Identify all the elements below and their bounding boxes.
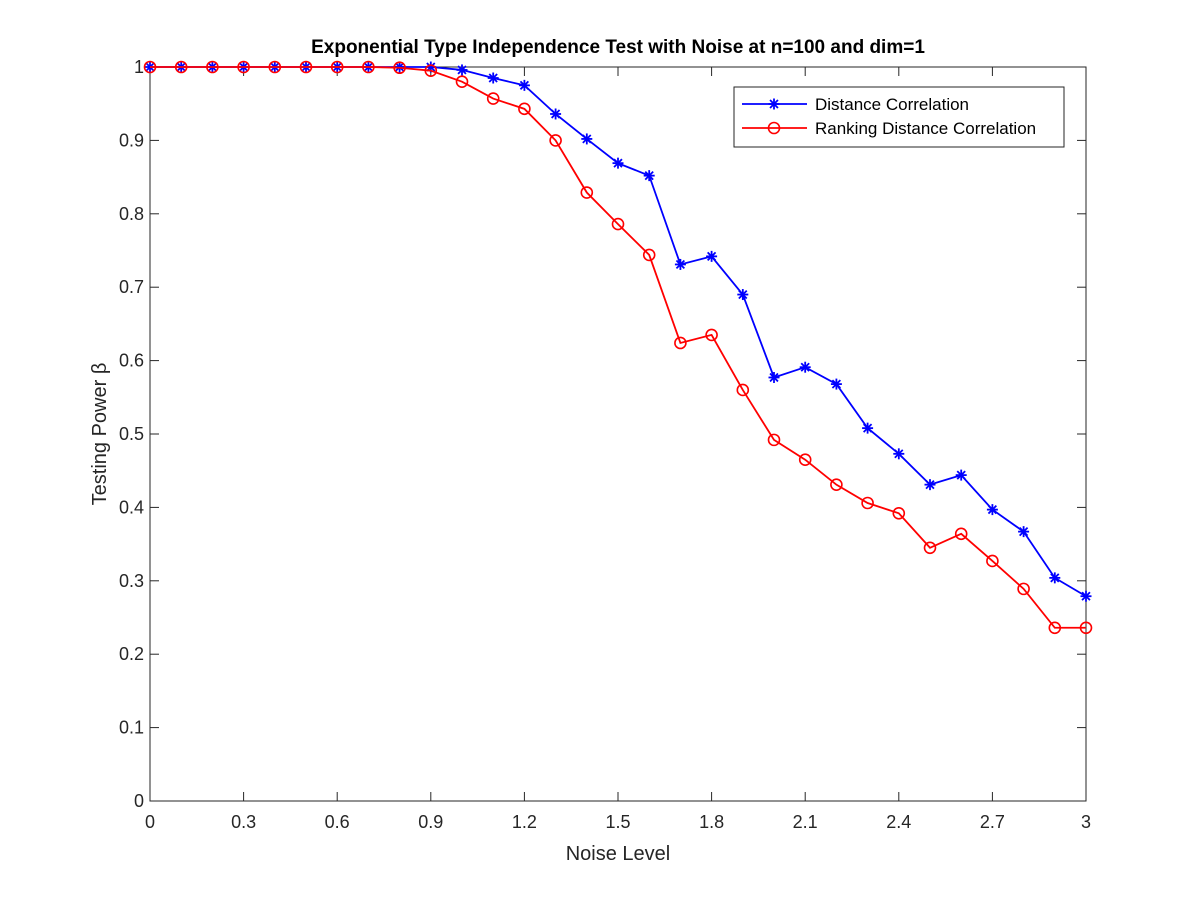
y-axis-ticks: 0 0.1 0.2 0.3 0.4 0.5 0.6 0.7 0.8 0.9 1 — [119, 57, 1086, 811]
y-tick-label: 0.2 — [119, 644, 144, 664]
data-point — [892, 506, 906, 520]
data-point — [393, 61, 406, 75]
series-2 — [143, 60, 1093, 635]
x-axis-title: Noise Level — [566, 843, 671, 865]
data-point — [799, 361, 811, 373]
data-point — [923, 541, 937, 555]
data-point — [986, 504, 998, 516]
x-tick-label: 0.9 — [418, 812, 443, 832]
y-tick-label: 0.1 — [119, 718, 144, 738]
data-point — [174, 60, 188, 74]
data-point — [706, 250, 718, 262]
data-point — [1079, 621, 1093, 635]
y-tick-label: 0.9 — [119, 130, 144, 150]
data-point — [143, 60, 157, 74]
data-point — [549, 134, 562, 147]
legend-entries: Distance Correlation Ranking Distance Cor… — [742, 95, 1036, 138]
legend: Distance Correlation Ranking Distance Cor… — [733, 86, 1065, 148]
y-tick-label: 1 — [134, 57, 144, 77]
data-point — [1017, 582, 1030, 596]
chart-title: Exponential Type Independence Test with … — [311, 37, 925, 58]
data-point — [518, 79, 530, 91]
data-point — [206, 60, 219, 74]
y-axis-title: Testing Power β — [89, 363, 111, 506]
data-point — [954, 527, 968, 541]
x-tick-label: 1.5 — [605, 812, 630, 832]
data-point — [674, 336, 687, 350]
data-point — [612, 157, 624, 169]
legend-marker — [767, 121, 781, 135]
plot-area — [149, 66, 1087, 802]
data-point — [456, 64, 468, 76]
data-point — [767, 433, 781, 447]
y-tick-label: 0.3 — [119, 571, 144, 591]
series-line — [150, 66, 1086, 629]
data-point — [1080, 590, 1092, 602]
data-point — [268, 60, 282, 74]
data-point — [580, 186, 594, 199]
data-point — [893, 448, 905, 460]
y-tick-label: 0.6 — [119, 351, 144, 371]
data-point — [830, 478, 843, 491]
data-point — [642, 248, 656, 262]
data-point — [861, 496, 874, 510]
data-point — [1018, 526, 1030, 538]
series-layer — [143, 60, 1093, 635]
data-point — [643, 170, 655, 182]
y-tick-label: 0.7 — [119, 277, 144, 297]
y-tick-label: 0.4 — [119, 497, 144, 517]
data-point — [830, 378, 842, 390]
data-point — [487, 72, 499, 84]
x-tick-label: 0 — [145, 812, 155, 832]
data-point — [330, 60, 344, 74]
legend-marker — [768, 98, 780, 110]
x-tick-label: 2.7 — [980, 812, 1005, 832]
data-point — [674, 258, 686, 270]
x-axis-ticks: 0 0.3 0.6 0.9 1.2 1.5 1.8 2.1 2.4 2.7 3 — [145, 67, 1091, 832]
data-point — [455, 75, 469, 88]
data-point — [768, 371, 780, 383]
x-tick-label: 1.2 — [512, 812, 537, 832]
data-point — [862, 422, 874, 434]
data-point — [955, 469, 967, 481]
data-point — [299, 60, 313, 74]
data-point — [362, 60, 375, 74]
x-tick-label: 0.3 — [231, 812, 256, 832]
data-point — [518, 102, 531, 116]
x-tick-label: 2.1 — [793, 812, 818, 832]
data-point — [736, 383, 750, 397]
y-tick-label: 0.5 — [119, 424, 144, 444]
x-tick-label: 3 — [1081, 812, 1091, 832]
data-point — [611, 217, 625, 231]
data-point — [986, 554, 999, 568]
data-point — [798, 453, 812, 466]
y-tick-label: 0 — [134, 791, 144, 811]
x-tick-label: 2.4 — [886, 812, 911, 832]
x-tick-label: 0.6 — [325, 812, 350, 832]
data-point — [737, 289, 749, 301]
legend-label: Distance Correlation — [815, 95, 969, 114]
data-point — [424, 64, 438, 77]
data-point — [1049, 572, 1061, 584]
x-tick-label: 1.8 — [699, 812, 724, 832]
data-point — [924, 479, 936, 491]
legend-box — [733, 86, 1065, 148]
data-point — [237, 60, 250, 74]
data-point — [581, 133, 593, 145]
y-tick-label: 0.8 — [119, 204, 144, 224]
data-point — [486, 92, 500, 105]
legend-label: Ranking Distance Correlation — [815, 119, 1036, 138]
data-point — [550, 108, 562, 120]
data-point — [1048, 621, 1062, 635]
data-point — [705, 328, 718, 342]
